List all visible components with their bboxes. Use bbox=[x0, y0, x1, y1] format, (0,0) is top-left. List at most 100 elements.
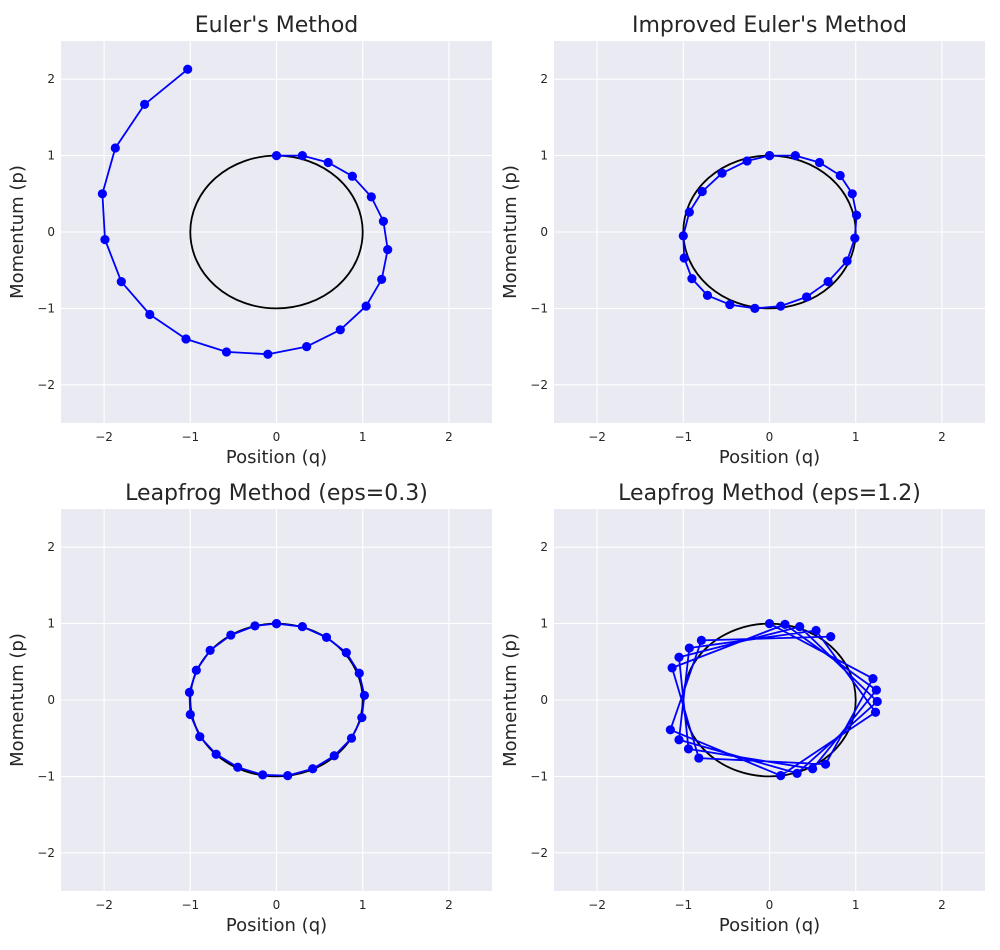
data-point bbox=[346, 733, 357, 743]
data-point bbox=[792, 768, 802, 778]
data-point bbox=[678, 231, 688, 241]
data-point bbox=[851, 210, 862, 220]
y-tick-label: 2 bbox=[540, 72, 548, 86]
x-tick-label: 2 bbox=[938, 898, 946, 912]
data-point bbox=[674, 652, 684, 662]
x-tick-label: 2 bbox=[445, 898, 453, 912]
data-point bbox=[271, 619, 282, 629]
x-tick-label: −2 bbox=[95, 898, 113, 912]
x-axis-label: Position (q) bbox=[226, 915, 327, 936]
data-point bbox=[842, 256, 852, 266]
x-tick-label: −2 bbox=[95, 430, 113, 444]
data-point bbox=[233, 762, 243, 772]
x-tick-label: −2 bbox=[588, 430, 606, 444]
data-point bbox=[226, 630, 236, 640]
data-point bbox=[820, 759, 831, 769]
x-axis-label: Position (q) bbox=[719, 447, 820, 468]
data-point bbox=[697, 186, 707, 197]
data-point bbox=[694, 753, 704, 763]
data-point bbox=[808, 764, 818, 774]
data-point bbox=[361, 301, 371, 311]
data-point bbox=[359, 690, 370, 701]
y-tick-label: −1 bbox=[37, 769, 55, 783]
data-point bbox=[341, 648, 351, 658]
data-point bbox=[283, 771, 293, 781]
x-tick-label: 2 bbox=[445, 430, 453, 444]
series-line bbox=[188, 622, 366, 777]
data-point bbox=[221, 347, 232, 357]
data-point bbox=[97, 189, 107, 199]
data-point bbox=[696, 635, 707, 646]
data-point bbox=[181, 334, 191, 344]
y-axis-label: Momentum (p) bbox=[500, 633, 521, 767]
data-point bbox=[185, 709, 195, 720]
data-point bbox=[776, 301, 786, 311]
data-point bbox=[776, 771, 786, 781]
data-point bbox=[871, 685, 881, 695]
data-point bbox=[750, 303, 760, 313]
y-axis-label: Momentum (p) bbox=[7, 633, 28, 767]
y-tick-label: −2 bbox=[530, 846, 548, 860]
data-point bbox=[302, 342, 312, 352]
y-tick-label: 1 bbox=[47, 149, 55, 163]
data-point bbox=[684, 207, 694, 217]
y-tick-label: 0 bbox=[47, 693, 55, 707]
data-point bbox=[366, 192, 376, 202]
x-tick-label: 1 bbox=[852, 430, 860, 444]
data-point bbox=[801, 292, 812, 302]
y-tick-label: 2 bbox=[47, 72, 55, 86]
y-tick-label: 1 bbox=[540, 149, 548, 163]
data-point bbox=[717, 168, 727, 178]
data-point bbox=[140, 99, 150, 110]
panel-title: Improved Euler's Method bbox=[632, 13, 907, 38]
data-point bbox=[321, 632, 332, 642]
data-point bbox=[687, 274, 697, 284]
panel-title: Leapfrog Method (eps=1.2) bbox=[618, 481, 921, 506]
data-point bbox=[679, 253, 689, 263]
data-point bbox=[725, 299, 735, 310]
x-tick-label: −1 bbox=[181, 430, 199, 444]
data-point bbox=[823, 277, 833, 287]
data-point bbox=[683, 744, 694, 754]
y-tick-label: −2 bbox=[37, 378, 55, 392]
data-point bbox=[297, 151, 307, 161]
x-tick-label: 0 bbox=[273, 898, 281, 912]
data-point bbox=[674, 735, 684, 745]
panel-title: Leapfrog Method (eps=0.3) bbox=[125, 481, 428, 506]
data-point bbox=[357, 712, 367, 723]
data-point bbox=[383, 244, 393, 255]
y-tick-label: −2 bbox=[530, 378, 548, 392]
data-point bbox=[205, 645, 215, 655]
data-point bbox=[764, 151, 775, 161]
y-tick-label: −2 bbox=[37, 846, 55, 860]
data-point bbox=[329, 751, 339, 761]
data-point bbox=[814, 157, 825, 168]
data-point bbox=[323, 157, 333, 168]
chart-panel: −2 −1 0 1 2 −2 −1 0 1 2 Improved Euler's Method Pos… bbox=[500, 13, 985, 468]
data-point bbox=[795, 622, 805, 632]
data-point bbox=[354, 668, 364, 678]
data-point bbox=[764, 619, 775, 629]
data-point bbox=[811, 625, 821, 636]
data-point bbox=[377, 274, 387, 284]
y-tick-label: 0 bbox=[540, 225, 548, 239]
chart-panel: −2 −1 0 1 2 −2 −1 0 1 2 Leapfrog Method (eps=0.3) P… bbox=[7, 481, 492, 936]
chart-panel: −2 −1 0 1 2 −2 −1 0 1 2 Euler's Method Position (q)… bbox=[7, 13, 492, 468]
data-point bbox=[191, 665, 201, 675]
data-point bbox=[742, 156, 752, 166]
x-tick-label: 0 bbox=[766, 898, 774, 912]
y-axis-label: Momentum (p) bbox=[500, 165, 521, 299]
y-tick-label: −1 bbox=[37, 301, 55, 315]
data-point bbox=[145, 309, 155, 320]
data-point bbox=[847, 189, 857, 199]
y-tick-label: 0 bbox=[540, 693, 548, 707]
data-point bbox=[872, 696, 882, 707]
data-point bbox=[100, 235, 110, 245]
panel-title: Euler's Method bbox=[195, 13, 359, 38]
x-axis-label: Position (q) bbox=[226, 447, 327, 468]
y-tick-label: 2 bbox=[47, 540, 55, 554]
data-point bbox=[184, 687, 195, 697]
x-tick-label: 0 bbox=[273, 430, 281, 444]
data-point bbox=[347, 171, 357, 181]
data-point bbox=[110, 143, 120, 153]
